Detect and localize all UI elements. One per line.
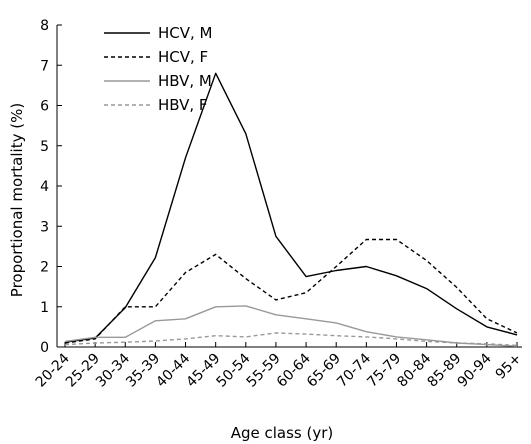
x-tick-label: 95+ [493,351,525,383]
y-tick-label: 0 [40,340,49,356]
y-tick-label: 7 [40,58,49,74]
y-tick-label: 6 [40,99,49,115]
x-axis-ticks: 20-2425-2930-3435-3940-4445-4950-5455-59… [33,342,525,391]
x-tick-label: 90-94 [455,350,495,390]
series-lines [64,72,518,347]
legend-label: HBV, M [158,72,212,90]
y-tick-label: 2 [40,260,49,276]
legend-label: HCV, M [158,24,213,42]
y-tick-label: 4 [40,179,49,195]
x-axis-title: Age class (yr) [231,424,334,442]
series-line-hcv-f [64,238,518,344]
y-tick-label: 3 [40,219,49,235]
series-line-hcv-m [64,72,518,343]
y-tick-label: 8 [40,18,49,34]
series-line-hbv-f [64,332,518,347]
legend-label: HCV, F [158,48,208,66]
series-line-hbv-m [64,305,518,347]
axes [56,25,522,348]
y-tick-label: 1 [40,300,49,316]
y-axis-ticks: 0 1 2 3 4 5 6 7 8 [40,18,62,356]
legend-label: HBV, F [158,96,208,114]
y-tick-label: 5 [40,139,49,155]
y-axis-title: Proportional mortality (%) [8,103,26,297]
legend: HCV, M HCV, F HBV, M HBV, F [104,24,213,114]
